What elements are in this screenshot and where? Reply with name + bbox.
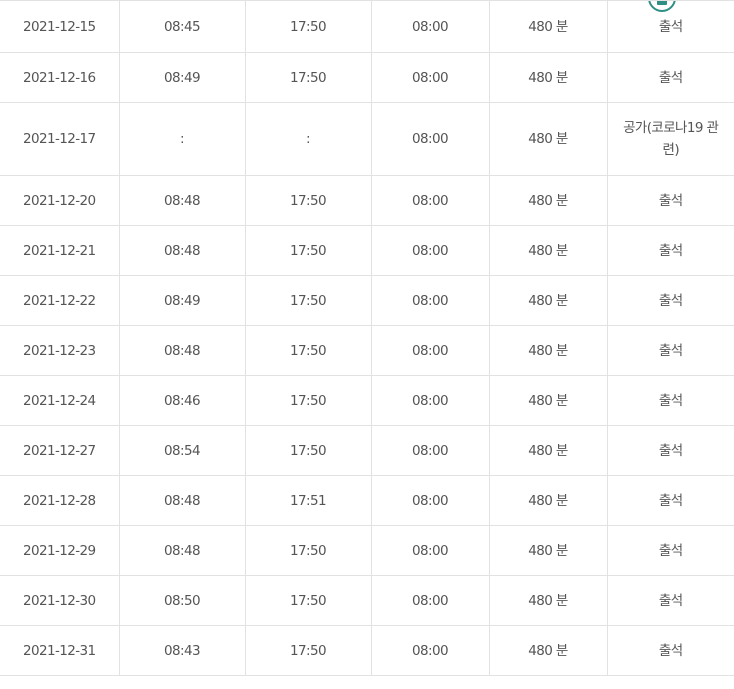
out-time-cell: 17:51 bbox=[245, 475, 372, 526]
status-cell: 출석 bbox=[607, 275, 734, 326]
work-time-cell: 08:00 bbox=[371, 575, 490, 626]
work-time-cell: 08:00 bbox=[371, 102, 490, 176]
table-row: 2021-12-21 08:48 17:50 08:00 480 분 출석 bbox=[0, 225, 734, 276]
table-row: 2021-12-16 08:49 17:50 08:00 480 분 출석 bbox=[0, 52, 734, 103]
out-time-cell: 17:50 bbox=[245, 52, 372, 103]
in-time-cell: 08:50 bbox=[119, 575, 246, 626]
status-cell: 공가(코로나19 관련) bbox=[607, 102, 734, 176]
status-cell: 출석 bbox=[607, 375, 734, 426]
minutes-cell: 480 분 bbox=[489, 525, 608, 576]
in-time-cell: 08:43 bbox=[119, 625, 246, 676]
date-cell: 2021-12-27 bbox=[0, 425, 120, 476]
table-row: 2021-12-20 08:48 17:50 08:00 480 분 출석 bbox=[0, 175, 734, 226]
minutes-cell: 480 분 bbox=[489, 175, 608, 226]
date-cell: 2021-12-31 bbox=[0, 625, 120, 676]
table-row: 2021-12-29 08:48 17:50 08:00 480 분 출석 bbox=[0, 525, 734, 576]
date-cell: 2021-12-22 bbox=[0, 275, 120, 326]
in-time-cell: 08:54 bbox=[119, 425, 246, 476]
minutes-cell: 480 분 bbox=[489, 375, 608, 426]
date-cell: 2021-12-16 bbox=[0, 52, 120, 103]
out-time-cell: 17:50 bbox=[245, 175, 372, 226]
in-time-cell: 08:49 bbox=[119, 275, 246, 326]
status-cell: 출석 bbox=[607, 52, 734, 103]
minutes-cell: 480 분 bbox=[489, 425, 608, 476]
status-cell: 출석 bbox=[607, 475, 734, 526]
status-cell: 출석 bbox=[607, 225, 734, 276]
table-row: 2021-12-30 08:50 17:50 08:00 480 분 출석 bbox=[0, 575, 734, 626]
in-time-cell: 08:45 bbox=[119, 0, 246, 53]
table-row: 2021-12-23 08:48 17:50 08:00 480 분 출석 bbox=[0, 325, 734, 376]
table-row: 2021-12-22 08:49 17:50 08:00 480 분 출석 bbox=[0, 275, 734, 326]
date-cell: 2021-12-20 bbox=[0, 175, 120, 226]
work-time-cell: 08:00 bbox=[371, 275, 490, 326]
date-cell: 2021-12-17 bbox=[0, 102, 120, 176]
minutes-cell: 480 분 bbox=[489, 325, 608, 376]
status-cell: 출석 bbox=[607, 175, 734, 226]
status-cell: 출석 bbox=[607, 325, 734, 376]
status-cell: 출석 bbox=[607, 625, 734, 676]
out-time-cell: : bbox=[245, 102, 372, 176]
minutes-cell: 480 분 bbox=[489, 575, 608, 626]
table-row: 2021-12-15 08:45 17:50 08:00 480 분 출석 bbox=[0, 0, 734, 53]
in-time-cell: 08:48 bbox=[119, 525, 246, 576]
work-time-cell: 08:00 bbox=[371, 325, 490, 376]
work-time-cell: 08:00 bbox=[371, 0, 490, 53]
out-time-cell: 17:50 bbox=[245, 225, 372, 276]
in-time-cell: 08:48 bbox=[119, 475, 246, 526]
out-time-cell: 17:50 bbox=[245, 575, 372, 626]
minutes-cell: 480 분 bbox=[489, 0, 608, 53]
date-cell: 2021-12-21 bbox=[0, 225, 120, 276]
date-cell: 2021-12-24 bbox=[0, 375, 120, 426]
minutes-cell: 480 분 bbox=[489, 225, 608, 276]
work-time-cell: 08:00 bbox=[371, 625, 490, 676]
date-cell: 2021-12-29 bbox=[0, 525, 120, 576]
date-cell: 2021-12-28 bbox=[0, 475, 120, 526]
minutes-cell: 480 분 bbox=[489, 102, 608, 176]
out-time-cell: 17:50 bbox=[245, 375, 372, 426]
in-time-cell: 08:48 bbox=[119, 175, 246, 226]
minutes-cell: 480 분 bbox=[489, 275, 608, 326]
in-time-cell: 08:49 bbox=[119, 52, 246, 103]
work-time-cell: 08:00 bbox=[371, 475, 490, 526]
out-time-cell: 17:50 bbox=[245, 275, 372, 326]
in-time-cell: : bbox=[119, 102, 246, 176]
minutes-cell: 480 분 bbox=[489, 475, 608, 526]
work-time-cell: 08:00 bbox=[371, 525, 490, 576]
date-cell: 2021-12-30 bbox=[0, 575, 120, 626]
table-row: 2021-12-17 : : 08:00 480 분 공가(코로나19 관련) bbox=[0, 102, 734, 176]
work-time-cell: 08:00 bbox=[371, 175, 490, 226]
status-cell: 출석 bbox=[607, 525, 734, 576]
work-time-cell: 08:00 bbox=[371, 52, 490, 103]
work-time-cell: 08:00 bbox=[371, 375, 490, 426]
work-time-cell: 08:00 bbox=[371, 225, 490, 276]
work-time-cell: 08:00 bbox=[371, 425, 490, 476]
out-time-cell: 17:50 bbox=[245, 425, 372, 476]
date-cell: 2021-12-23 bbox=[0, 325, 120, 376]
out-time-cell: 17:50 bbox=[245, 525, 372, 576]
in-time-cell: 08:46 bbox=[119, 375, 246, 426]
out-time-cell: 17:50 bbox=[245, 625, 372, 676]
out-time-cell: 17:50 bbox=[245, 325, 372, 376]
out-time-cell: 17:50 bbox=[245, 0, 372, 53]
table-row: 2021-12-24 08:46 17:50 08:00 480 분 출석 bbox=[0, 375, 734, 426]
table-row: 2021-12-27 08:54 17:50 08:00 480 분 출석 bbox=[0, 425, 734, 476]
status-cell: 출석 bbox=[607, 575, 734, 626]
minutes-cell: 480 분 bbox=[489, 625, 608, 676]
minutes-cell: 480 분 bbox=[489, 52, 608, 103]
in-time-cell: 08:48 bbox=[119, 325, 246, 376]
table-row: 2021-12-31 08:43 17:50 08:00 480 분 출석 bbox=[0, 625, 734, 676]
date-cell: 2021-12-15 bbox=[0, 0, 120, 53]
status-cell: 출석 bbox=[607, 425, 734, 476]
status-cell: 출석 bbox=[607, 0, 734, 53]
in-time-cell: 08:48 bbox=[119, 225, 246, 276]
table-row: 2021-12-28 08:48 17:51 08:00 480 분 출석 bbox=[0, 475, 734, 526]
